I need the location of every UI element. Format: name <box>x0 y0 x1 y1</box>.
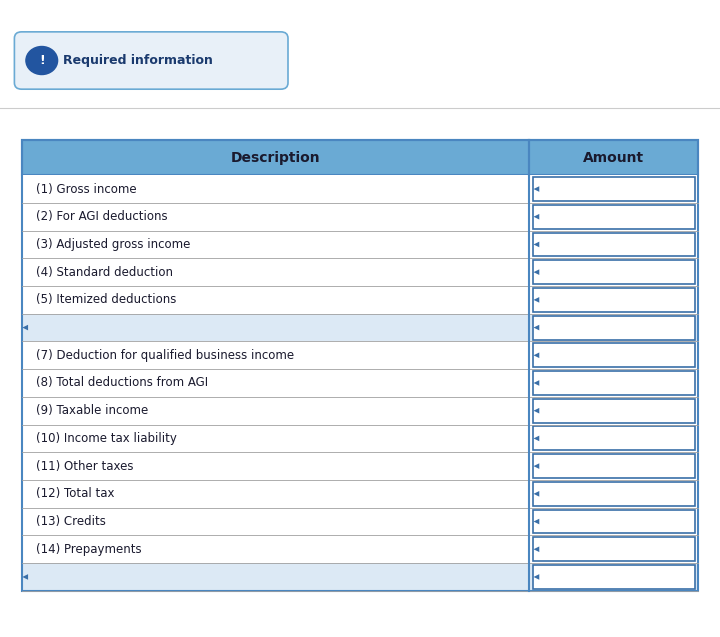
FancyBboxPatch shape <box>529 369 698 397</box>
FancyBboxPatch shape <box>22 480 529 508</box>
FancyBboxPatch shape <box>533 316 695 340</box>
Polygon shape <box>534 547 539 552</box>
FancyBboxPatch shape <box>22 508 529 535</box>
FancyBboxPatch shape <box>533 205 695 229</box>
Text: Required information: Required information <box>63 54 213 67</box>
Text: (9) Taxable income: (9) Taxable income <box>36 404 148 417</box>
FancyBboxPatch shape <box>533 454 695 478</box>
FancyBboxPatch shape <box>14 32 288 89</box>
Polygon shape <box>534 463 539 469</box>
FancyBboxPatch shape <box>529 452 698 480</box>
Text: (1) Gross income: (1) Gross income <box>36 183 137 196</box>
FancyBboxPatch shape <box>22 231 529 259</box>
FancyBboxPatch shape <box>533 482 695 506</box>
Text: (14) Prepayments: (14) Prepayments <box>36 543 142 555</box>
FancyBboxPatch shape <box>22 286 529 314</box>
FancyBboxPatch shape <box>22 369 529 397</box>
Text: (3) Adjusted gross income: (3) Adjusted gross income <box>36 238 190 251</box>
FancyBboxPatch shape <box>529 175 698 203</box>
Text: (7) Deduction for qualified business income: (7) Deduction for qualified business inc… <box>36 349 294 362</box>
FancyBboxPatch shape <box>22 452 529 480</box>
FancyBboxPatch shape <box>533 233 695 257</box>
FancyBboxPatch shape <box>533 565 695 589</box>
FancyBboxPatch shape <box>22 314 529 341</box>
Polygon shape <box>22 325 28 331</box>
FancyBboxPatch shape <box>529 425 698 452</box>
Polygon shape <box>534 297 539 303</box>
Text: (5) Itemized deductions: (5) Itemized deductions <box>36 294 176 306</box>
Text: (8) Total deductions from AGI: (8) Total deductions from AGI <box>36 376 208 389</box>
Polygon shape <box>534 186 539 192</box>
FancyBboxPatch shape <box>529 535 698 563</box>
Polygon shape <box>534 352 539 358</box>
FancyBboxPatch shape <box>529 508 698 535</box>
Text: (10) Income tax liability: (10) Income tax liability <box>36 432 177 445</box>
FancyBboxPatch shape <box>533 538 695 561</box>
FancyBboxPatch shape <box>22 397 529 425</box>
Polygon shape <box>534 380 539 386</box>
Text: (2) For AGI deductions: (2) For AGI deductions <box>36 210 168 223</box>
Polygon shape <box>534 214 539 220</box>
Text: !: ! <box>39 54 45 67</box>
Polygon shape <box>534 408 539 413</box>
FancyBboxPatch shape <box>529 286 698 314</box>
FancyBboxPatch shape <box>22 140 698 175</box>
FancyBboxPatch shape <box>22 341 529 369</box>
Text: (11) Other taxes: (11) Other taxes <box>36 460 133 473</box>
FancyBboxPatch shape <box>533 427 695 450</box>
FancyBboxPatch shape <box>529 259 698 286</box>
Polygon shape <box>534 241 539 247</box>
Polygon shape <box>534 519 539 524</box>
FancyBboxPatch shape <box>22 425 529 452</box>
FancyBboxPatch shape <box>529 480 698 508</box>
Polygon shape <box>534 325 539 331</box>
Circle shape <box>26 47 58 75</box>
FancyBboxPatch shape <box>22 535 529 563</box>
FancyBboxPatch shape <box>529 203 698 231</box>
Polygon shape <box>534 574 539 580</box>
Text: Amount: Amount <box>583 151 644 164</box>
FancyBboxPatch shape <box>529 341 698 369</box>
FancyBboxPatch shape <box>529 314 698 341</box>
FancyBboxPatch shape <box>533 261 695 284</box>
Text: (13) Credits: (13) Credits <box>36 515 106 528</box>
Polygon shape <box>534 491 539 497</box>
FancyBboxPatch shape <box>533 399 695 423</box>
FancyBboxPatch shape <box>533 343 695 367</box>
FancyBboxPatch shape <box>22 203 529 231</box>
Text: (4) Standard deduction: (4) Standard deduction <box>36 266 173 278</box>
FancyBboxPatch shape <box>533 510 695 534</box>
FancyBboxPatch shape <box>22 259 529 286</box>
FancyBboxPatch shape <box>533 177 695 201</box>
FancyBboxPatch shape <box>529 563 698 591</box>
Polygon shape <box>22 574 28 580</box>
FancyBboxPatch shape <box>533 288 695 312</box>
FancyBboxPatch shape <box>22 563 529 591</box>
FancyBboxPatch shape <box>22 175 529 203</box>
Text: (12) Total tax: (12) Total tax <box>36 487 114 500</box>
Text: Description: Description <box>230 151 320 164</box>
FancyBboxPatch shape <box>529 231 698 259</box>
FancyBboxPatch shape <box>533 371 695 395</box>
Polygon shape <box>534 269 539 275</box>
FancyBboxPatch shape <box>529 397 698 425</box>
Polygon shape <box>534 436 539 441</box>
